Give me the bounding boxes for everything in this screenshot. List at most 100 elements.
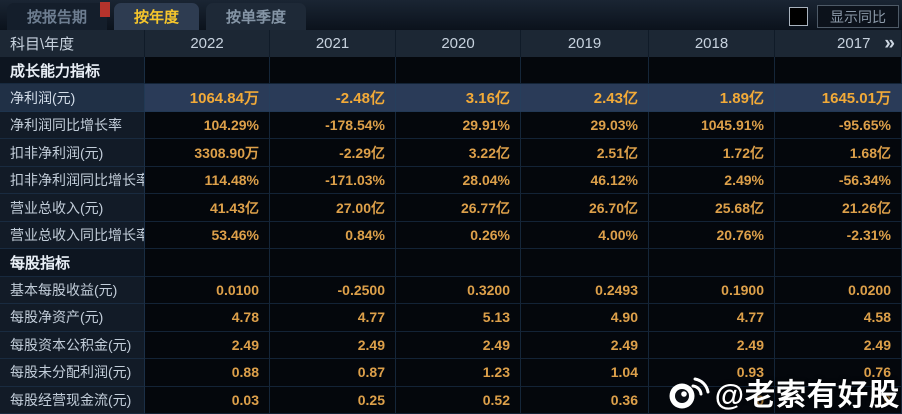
- cell-value: 46.12%: [521, 166, 649, 195]
- row-label: 每股经营现金流(元): [0, 386, 145, 414]
- cell-value: 2.49: [145, 331, 270, 360]
- year-header-2020[interactable]: 2020: [396, 30, 521, 57]
- cell-value: -171.03%: [270, 166, 396, 195]
- table-row[interactable]: 基本每股收益(元) 0.0100 -0.2500 0.3200 0.2493 0.1900…: [0, 276, 902, 305]
- cell-value: [270, 249, 396, 277]
- cell-value: 1.72亿: [649, 139, 775, 167]
- cell-value: 114.48%: [145, 166, 270, 195]
- show-yoy-checkbox[interactable]: [789, 7, 808, 26]
- cell-value: 1045.91%: [649, 111, 775, 140]
- cell-value: 1.04: [521, 359, 649, 387]
- cell-value: [270, 57, 396, 85]
- cell-value: 27.00亿: [270, 194, 396, 222]
- row-label: 每股指标: [0, 249, 145, 277]
- cell-value: 29.03%: [521, 111, 649, 140]
- table-row[interactable]: 营业总收入(元) 41.43亿 27.00亿 26.77亿 26.70亿 25.68亿 21…: [0, 194, 902, 222]
- table-row[interactable]: 每股资本公积金(元) 2.49 2.49 2.49 2.49 2.49 2.49: [0, 331, 902, 360]
- cell-value: 2.49: [649, 331, 775, 360]
- cell-value: 1645.01万: [775, 84, 902, 112]
- cell-value: [521, 57, 649, 85]
- cell-value: [396, 249, 521, 277]
- row-label: 基本每股收益(元): [0, 276, 145, 305]
- red-badge: [100, 2, 110, 17]
- row-label: 成长能力指标: [0, 57, 145, 85]
- cell-value: 53.46%: [145, 221, 270, 250]
- cell-value: [649, 249, 775, 277]
- cell-value: 41.43亿: [145, 194, 270, 222]
- cell-value: 1064.84万: [145, 84, 270, 112]
- table-row[interactable]: 每股净资产(元) 4.78 4.77 5.13 4.90 4.77 4.58: [0, 304, 902, 332]
- cell-value: [145, 57, 270, 85]
- cell-value: -95.65%: [775, 111, 902, 140]
- cell-value: 0.84%: [270, 221, 396, 250]
- table-row[interactable]: 净利润(元) 1064.84万 -2.48亿 3.16亿 2.43亿 1.89亿 1645.…: [0, 84, 902, 112]
- cell-value: 0.26%: [396, 221, 521, 250]
- table-row[interactable]: 每股未分配利润(元) 0.88 0.87 1.23 1.04 0.93 0.76: [0, 359, 902, 387]
- cell-value: 0.76: [775, 359, 902, 387]
- cell-value: -56.34%: [775, 166, 902, 195]
- cell-value: 0.52: [396, 386, 521, 414]
- cell-value: [775, 249, 902, 277]
- cell-value: 0.88: [145, 359, 270, 387]
- cell-value: 4.90: [521, 304, 649, 332]
- row-label: 扣非净利润同比增长率: [0, 166, 145, 195]
- cell-value: 28.04%: [396, 166, 521, 195]
- cell-value: 4.00%: [521, 221, 649, 250]
- year-header-2021[interactable]: 2021: [270, 30, 396, 57]
- show-yoy-label[interactable]: 显示同比: [817, 5, 899, 28]
- financial-table: 科目\年度 2022 2021 2020 2019 2018 2017 » 成长…: [0, 30, 902, 414]
- cell-value: 0: [649, 386, 775, 414]
- cell-value: [521, 249, 649, 277]
- cell-value: 5.13: [396, 304, 521, 332]
- cell-value: [775, 57, 902, 85]
- cell-value: 20.76%: [649, 221, 775, 250]
- table-row[interactable]: 每股经营现金流(元) 0.03 0.25 0.52 0.36 0 9: [0, 386, 902, 414]
- cell-value: 2.51亿: [521, 139, 649, 167]
- cell-value: 4.58: [775, 304, 902, 332]
- cell-value: 0.36: [521, 386, 649, 414]
- tab-by-report-period[interactable]: 按报告期: [7, 3, 108, 30]
- cell-value: 0.3200: [396, 276, 521, 305]
- cell-value: 1.23: [396, 359, 521, 387]
- cell-value: 2.49: [396, 331, 521, 360]
- cell-value: 0.1900: [649, 276, 775, 305]
- cell-value: 4.78: [145, 304, 270, 332]
- cell-value: -2.31%: [775, 221, 902, 250]
- year-header-2017-label: 2017: [837, 35, 871, 52]
- row-label: 营业总收入同比增长率: [0, 221, 145, 250]
- year-header-2022[interactable]: 2022: [145, 30, 270, 57]
- cell-value: 104.29%: [145, 111, 270, 140]
- tab-bar: 按报告期 按年度 按单季度 显示同比: [0, 0, 902, 30]
- cell-value: 0.87: [270, 359, 396, 387]
- year-header-2019[interactable]: 2019: [521, 30, 649, 57]
- cell-value: [649, 57, 775, 85]
- cell-value: -2.48亿: [270, 84, 396, 112]
- table-body: 成长能力指标 净利润(元) 1064.84万 -2.48亿 3.16亿 2.43亿 1.89…: [0, 57, 902, 414]
- cell-value: 4.77: [270, 304, 396, 332]
- cell-value: 3.16亿: [396, 84, 521, 112]
- cell-value: 0.0200: [775, 276, 902, 305]
- section-row: 成长能力指标: [0, 57, 902, 85]
- cell-value: 29.91%: [396, 111, 521, 140]
- row-label: 营业总收入(元): [0, 194, 145, 222]
- table-row[interactable]: 净利润同比增长率 104.29% -178.54% 29.91% 29.03% 1045.…: [0, 111, 902, 140]
- table-row[interactable]: 扣非净利润(元) 3308.90万 -2.29亿 3.22亿 2.51亿 1.72亿 1.6…: [0, 139, 902, 167]
- tab-by-year[interactable]: 按年度: [114, 3, 200, 30]
- more-years-icon[interactable]: »: [884, 32, 894, 54]
- cell-value: 1.68亿: [775, 139, 902, 167]
- top-controls: 显示同比: [789, 5, 899, 28]
- cell-value: 4.77: [649, 304, 775, 332]
- table-row[interactable]: 营业总收入同比增长率 53.46% 0.84% 0.26% 4.00% 20.76% -2.…: [0, 221, 902, 250]
- cell-value: -178.54%: [270, 111, 396, 140]
- row-label: 净利润(元): [0, 84, 145, 112]
- year-header-2018[interactable]: 2018: [649, 30, 775, 57]
- cell-value: 0.0100: [145, 276, 270, 305]
- cell-value: 0.03: [145, 386, 270, 414]
- cell-value: 1.89亿: [649, 84, 775, 112]
- table-row[interactable]: 扣非净利润同比增长率 114.48% -171.03% 28.04% 46.12% 2.4…: [0, 166, 902, 195]
- cell-value: 2.43亿: [521, 84, 649, 112]
- cell-value: -2.29亿: [270, 139, 396, 167]
- row-label: 净利润同比增长率: [0, 111, 145, 140]
- tab-by-quarter[interactable]: 按单季度: [206, 3, 307, 30]
